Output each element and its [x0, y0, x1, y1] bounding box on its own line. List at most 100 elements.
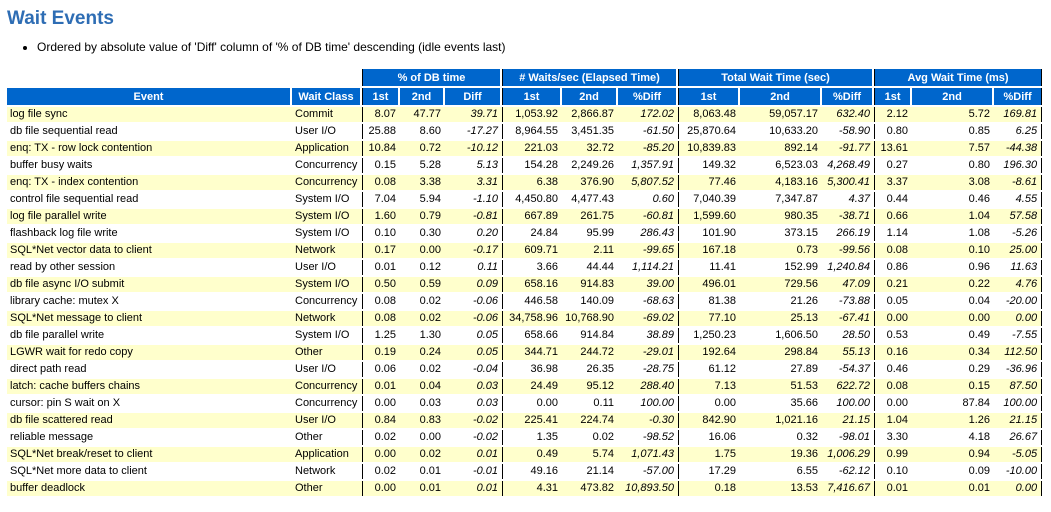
wait-class-cell: System I/O	[292, 192, 362, 207]
value-cell: -0.06	[445, 294, 503, 309]
value-cell: 47.77	[400, 107, 445, 122]
value-cell: 446.58	[502, 294, 563, 309]
wait-class-cell: Concurrency	[292, 379, 362, 394]
wait-class-cell: Network	[292, 311, 362, 326]
wait-class-cell: System I/O	[292, 209, 362, 224]
value-cell: 8.07	[362, 107, 400, 122]
value-cell: 1,114.21	[618, 260, 679, 275]
value-cell: 11.41	[678, 260, 741, 275]
value-cell: 7,040.39	[678, 192, 741, 207]
value-cell: 3,451.35	[562, 124, 619, 139]
value-cell: 25,870.64	[678, 124, 741, 139]
value-cell: 0.16	[874, 345, 913, 360]
value-cell: 77.10	[678, 311, 741, 326]
value-cell: 39.00	[618, 277, 679, 292]
value-cell: 1.14	[874, 226, 913, 241]
event-cell: read by other session	[7, 260, 292, 275]
value-cell: 0.02	[400, 362, 445, 377]
value-cell: 3.08	[912, 175, 995, 190]
column-header-total-pctdiff: %Diff	[822, 88, 875, 105]
wait-class-cell: Other	[292, 430, 362, 445]
column-header-avg-1st: 1st	[874, 88, 913, 105]
value-cell: 0.00	[400, 430, 445, 445]
value-cell: 4.37	[822, 192, 875, 207]
table-row: SQL*Net more data to client Network 0.02 0.…	[7, 464, 1043, 479]
value-cell: 0.20	[445, 226, 503, 241]
value-cell: 914.83	[562, 277, 619, 292]
value-cell: -7.55	[994, 328, 1043, 343]
value-cell: 0.03	[400, 396, 445, 411]
value-cell: 0.60	[618, 192, 679, 207]
value-cell: -99.56	[822, 243, 875, 258]
value-cell: 2,866.87	[562, 107, 619, 122]
value-cell: 632.40	[822, 107, 875, 122]
value-cell: 0.00	[912, 311, 995, 326]
column-header-dbtime-1st: 1st	[362, 88, 400, 105]
value-cell: 0.85	[912, 124, 995, 139]
value-cell: 0.50	[362, 277, 400, 292]
value-cell: 0.00	[502, 396, 563, 411]
value-cell: 1,071.43	[618, 447, 679, 462]
value-cell: 7,347.87	[740, 192, 823, 207]
value-cell: 3.66	[502, 260, 563, 275]
value-cell: 1.75	[678, 447, 741, 462]
value-cell: 244.72	[562, 345, 619, 360]
value-cell: -44.38	[994, 141, 1043, 156]
value-cell: 0.02	[400, 447, 445, 462]
value-cell: 0.08	[362, 175, 400, 190]
table-row: flashback log file write System I/O 0.10 0.…	[7, 226, 1043, 241]
value-cell: 0.01	[445, 447, 503, 462]
value-cell: 0.24	[400, 345, 445, 360]
value-cell: 0.84	[362, 413, 400, 428]
value-cell: 3.31	[445, 175, 503, 190]
value-cell: 0.01	[362, 379, 400, 394]
table-row: enq: TX - row lock contention Application…	[7, 141, 1043, 156]
value-cell: 473.82	[562, 481, 619, 496]
value-cell: 1.04	[912, 209, 995, 224]
event-cell: flashback log file write	[7, 226, 292, 241]
value-cell: 0.11	[445, 260, 503, 275]
value-cell: 35.66	[740, 396, 823, 411]
table-row: db file sequential read User I/O 25.88 8.60…	[7, 124, 1043, 139]
value-cell: 0.22	[912, 277, 995, 292]
value-cell: -69.02	[618, 311, 679, 326]
value-cell: 496.01	[678, 277, 741, 292]
value-cell: 10,633.20	[740, 124, 823, 139]
value-cell: -98.52	[618, 430, 679, 445]
value-cell: 0.83	[400, 413, 445, 428]
value-cell: 5.94	[400, 192, 445, 207]
value-cell: 4,450.80	[502, 192, 563, 207]
value-cell: 1.35	[502, 430, 563, 445]
value-cell: 0.01	[912, 481, 995, 496]
value-cell: 0.00	[874, 396, 913, 411]
table-row: log file parallel write System I/O 1.60 0.7…	[7, 209, 1043, 224]
value-cell: -58.90	[822, 124, 875, 139]
value-cell: 5.72	[912, 107, 995, 122]
wait-class-cell: User I/O	[292, 260, 362, 275]
value-cell: 0.00	[994, 481, 1043, 496]
value-cell: -17.27	[445, 124, 503, 139]
table-row: SQL*Net vector data to client Network 0.17…	[7, 243, 1043, 258]
wait-class-cell: Concurrency	[292, 294, 362, 309]
value-cell: 19.36	[740, 447, 823, 462]
table-row: buffer deadlock Other 0.00 0.01 0.01 4.31 473.…	[7, 481, 1043, 496]
column-header-waits-1st: 1st	[502, 88, 563, 105]
value-cell: 0.03	[445, 396, 503, 411]
value-cell: 6.55	[740, 464, 823, 479]
value-cell: 1,021.16	[740, 413, 823, 428]
value-cell: 6,523.03	[740, 158, 823, 173]
value-cell: 5.28	[400, 158, 445, 173]
value-cell: 0.00	[874, 311, 913, 326]
table-row: SQL*Net message to client Network 0.08 0.02…	[7, 311, 1043, 326]
value-cell: 2.12	[874, 107, 913, 122]
value-cell: 0.01	[445, 481, 503, 496]
value-cell: 0.01	[874, 481, 913, 496]
value-cell: 21.26	[740, 294, 823, 309]
value-cell: 24.84	[502, 226, 563, 241]
wait-class-cell: Other	[292, 481, 362, 496]
value-cell: 1.26	[912, 413, 995, 428]
value-cell: 0.02	[362, 464, 400, 479]
wait-class-cell: Application	[292, 141, 362, 156]
value-cell: 0.96	[912, 260, 995, 275]
value-cell: 1,606.50	[740, 328, 823, 343]
